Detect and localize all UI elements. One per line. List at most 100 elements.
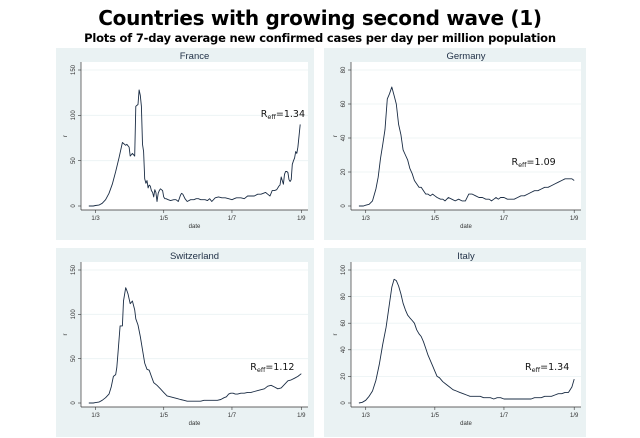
y-tick-label: 20	[341, 168, 347, 175]
data-point	[144, 178, 145, 179]
data-point	[391, 287, 392, 288]
y-tick-label: 80	[341, 66, 347, 73]
data-point	[541, 397, 542, 398]
data-point	[214, 400, 215, 401]
data-point	[291, 380, 292, 381]
data-point	[138, 325, 139, 326]
y-tick-label: 100	[341, 264, 347, 275]
data-point	[279, 186, 280, 187]
data-point	[225, 197, 226, 198]
data-point	[267, 194, 268, 195]
x-tick-label: 1/7	[500, 216, 509, 222]
data-point	[463, 393, 464, 394]
reff-annotation: Reff=1.34	[525, 362, 569, 374]
data-point	[574, 379, 575, 380]
data-point	[120, 326, 121, 327]
data-point	[112, 184, 113, 185]
data-point	[386, 327, 387, 328]
data-point	[396, 280, 397, 281]
data-point	[181, 193, 182, 194]
data-point	[147, 369, 148, 370]
x-tick-label: 1/7	[500, 413, 509, 419]
data-point	[462, 201, 463, 202]
data-point	[437, 376, 438, 377]
data-point	[359, 206, 360, 207]
data-point	[459, 392, 460, 393]
data-point	[289, 179, 290, 180]
data-point	[88, 403, 89, 404]
data-point	[190, 199, 191, 200]
data-point	[376, 380, 377, 381]
data-point	[524, 399, 525, 400]
data-point	[105, 199, 106, 200]
series-line-italy	[358, 278, 575, 404]
data-point	[442, 199, 443, 200]
data-point	[187, 201, 188, 202]
data-point	[394, 279, 395, 280]
data-point	[487, 397, 488, 398]
data-point	[500, 397, 501, 398]
data-point	[125, 287, 126, 288]
data-point	[517, 399, 518, 400]
data-point	[421, 336, 422, 337]
data-point	[190, 401, 191, 402]
y-tick-label: 0	[71, 204, 77, 208]
data-point	[168, 199, 169, 200]
data-point	[150, 186, 151, 187]
data-point	[432, 365, 433, 366]
data-point	[489, 199, 490, 200]
data-point	[113, 376, 114, 377]
data-point	[207, 400, 208, 401]
data-point	[483, 397, 484, 398]
data-point	[220, 399, 221, 400]
data-point	[257, 194, 258, 195]
data-point	[538, 397, 539, 398]
y-tick-label: 80	[341, 293, 347, 300]
plot-area	[351, 62, 581, 210]
data-point	[414, 323, 415, 324]
data-point	[228, 394, 229, 395]
series-line-germany	[358, 86, 575, 207]
data-point	[449, 387, 450, 388]
data-point	[398, 124, 399, 125]
x-tick-label: 1/9	[297, 413, 306, 419]
data-point	[111, 387, 112, 388]
data-point	[521, 195, 522, 196]
data-point	[285, 171, 286, 172]
data-point	[238, 197, 239, 198]
y-tick-label: 40	[341, 134, 347, 141]
data-point	[380, 158, 381, 159]
data-point	[498, 199, 499, 200]
x-tick-label: 1/3	[362, 216, 371, 222]
data-point	[524, 195, 525, 196]
data-point	[194, 199, 195, 200]
data-point	[455, 201, 456, 202]
y-tick-label: 50	[71, 157, 77, 164]
data-point	[128, 294, 129, 295]
data-point	[430, 360, 431, 361]
data-point	[141, 106, 142, 107]
data-point	[177, 398, 178, 399]
data-point	[468, 194, 469, 195]
series-line-france	[88, 89, 301, 207]
data-point	[241, 197, 242, 198]
data-point	[228, 198, 229, 199]
data-point	[197, 401, 198, 402]
data-point	[234, 198, 235, 199]
data-point	[493, 399, 494, 400]
data-point	[425, 348, 426, 349]
data-point	[389, 93, 390, 94]
data-point	[405, 310, 406, 311]
y-axis-label: r	[333, 135, 339, 137]
data-point	[288, 172, 289, 173]
data-point	[482, 197, 483, 198]
data-point	[142, 349, 143, 350]
data-point	[561, 180, 562, 181]
data-point	[93, 206, 94, 207]
data-point	[173, 199, 174, 200]
data-point	[254, 391, 255, 392]
data-point	[465, 201, 466, 202]
data-point	[473, 396, 474, 397]
data-point	[244, 393, 245, 394]
data-point	[277, 388, 278, 389]
